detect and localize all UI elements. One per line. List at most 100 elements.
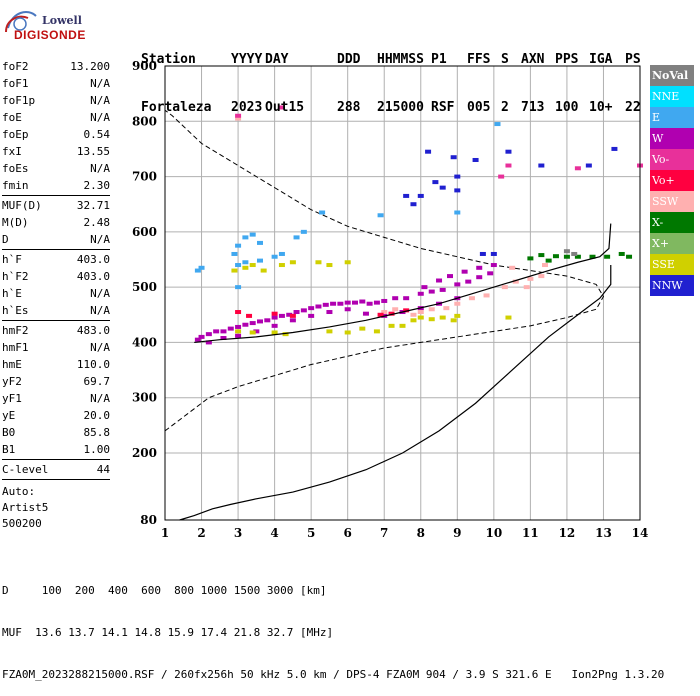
echo-point-w <box>264 318 271 323</box>
echo-point-e <box>454 210 461 215</box>
echo-point-noval <box>563 249 570 254</box>
header-row2-cell: 10+ <box>589 100 613 115</box>
echo-point-w <box>476 265 483 270</box>
echo-point-w <box>487 271 494 276</box>
y-tick-label: 900 <box>132 59 157 73</box>
header-row1-cell: P1 <box>431 52 447 67</box>
echo-point-ssw <box>542 263 548 268</box>
echo-point-w <box>439 287 446 292</box>
echo-point-nnw <box>505 149 512 154</box>
header-row1-cell: YYYY <box>231 52 263 67</box>
echo-point-w <box>253 329 260 334</box>
y-tick-label: 700 <box>132 170 157 184</box>
footer-distance-row: D 100 200 400 600 800 1000 1500 3000 [km… <box>2 584 327 597</box>
param-value: 44 <box>96 463 110 476</box>
echo-point-nnw <box>439 185 446 190</box>
param-value: 403.0 <box>76 253 110 266</box>
logo-line1: Lowell <box>42 14 82 27</box>
echo-point-w <box>271 323 278 328</box>
param-label: foF1p <box>2 94 36 107</box>
y-tick-label: 500 <box>132 280 157 294</box>
header-row1-cell: HHMMSS <box>377 52 424 67</box>
echo-point-ssw <box>235 116 242 121</box>
echo-point-e <box>249 232 256 237</box>
param-row: yF1 N/A <box>2 390 110 407</box>
header-row1-cell: PPS <box>555 52 579 67</box>
echo-point-nnw <box>432 180 439 185</box>
param-row: foF1p N/A <box>2 92 110 109</box>
echo-point-ssw <box>428 307 435 312</box>
echo-point-x- <box>538 253 545 258</box>
header-row2-cell: 22 <box>625 100 641 115</box>
param-row: foEp 0.54 <box>2 126 110 143</box>
echo-point-sse <box>505 315 512 320</box>
echo-point-sse <box>235 329 242 334</box>
header-row1-cell: S <box>501 52 509 67</box>
param-row: fxI 13.55 <box>2 143 110 160</box>
echo-point-ssw <box>501 285 508 290</box>
param-label: hmE <box>2 358 22 371</box>
echo-point-sse <box>450 318 457 323</box>
echo-point-w <box>344 300 351 305</box>
echo-point-w <box>322 302 329 307</box>
param-value: 85.8 <box>83 426 111 439</box>
echo-point-e <box>231 251 238 256</box>
chart-grid <box>164 65 641 521</box>
param-row: hmE 110.0 <box>2 356 110 373</box>
legend-item-x-: X- <box>650 212 694 233</box>
footer-muf-row: MUF 13.6 13.7 14.1 14.8 15.9 17.4 21.8 3… <box>2 626 334 639</box>
echo-point-nnw <box>417 193 424 198</box>
param-separator <box>2 249 110 250</box>
echo-point-w <box>308 306 315 311</box>
echo-point-nnw <box>611 146 618 151</box>
echo-point-ssw <box>468 296 475 301</box>
echo-point-w <box>362 311 369 316</box>
param-value: N/A <box>90 287 110 300</box>
echo-point-x- <box>563 254 570 259</box>
legend-item-nnw: NNW <box>650 275 694 296</box>
echo-point-e <box>235 285 242 290</box>
autoscaling-info: Auto: Artist5 500200 <box>2 484 48 532</box>
echo-point-vo- <box>235 310 242 315</box>
echo-point-w <box>359 299 366 304</box>
x-tick-label: 3 <box>234 526 242 540</box>
param-row: foF1 N/A <box>2 75 110 92</box>
param-row: foF2 13.200 <box>2 58 110 75</box>
legend-item-sse: SSE <box>650 254 694 275</box>
echo-point-w <box>447 274 453 279</box>
echo-point-ssw <box>509 265 516 270</box>
header-row2-cell: 2023 <box>231 100 263 115</box>
echo-point-w <box>381 298 388 303</box>
echo-point-w <box>286 312 293 317</box>
echo-point-x- <box>527 256 534 261</box>
profile-curves <box>179 223 612 521</box>
echo-point-w <box>242 322 249 327</box>
legend-item-e: E <box>650 107 694 128</box>
echo-point-sse <box>315 260 322 265</box>
legend-item-nne: NNE <box>650 86 694 107</box>
param-label: yF2 <box>2 375 22 388</box>
x-tick-label: 11 <box>522 526 539 540</box>
echo-point-w <box>278 313 285 318</box>
echo-point-nnw <box>479 251 486 256</box>
param-label: h`E <box>2 287 22 300</box>
echo-point-e <box>235 263 242 268</box>
legend-item-w: W <box>650 128 694 149</box>
echo-point-w <box>308 313 315 318</box>
param-label: yE <box>2 409 16 422</box>
echo-point-ssw <box>538 274 545 279</box>
param-value: N/A <box>90 392 110 405</box>
echo-point-nnw <box>454 174 461 179</box>
x-tick-label: 2 <box>197 526 205 540</box>
echo-point-e <box>194 268 201 273</box>
echo-point-sse <box>399 323 406 328</box>
param-value: 32.71 <box>76 199 110 212</box>
echo-point-sse <box>271 330 278 335</box>
echo-point-nnw <box>454 188 461 193</box>
param-label: foEp <box>2 128 29 141</box>
x-tick-label: 4 <box>270 526 278 540</box>
x-tick-label: 13 <box>595 526 612 540</box>
param-label: B0 <box>2 426 16 439</box>
echo-point-sse <box>344 330 351 335</box>
echo-point-nnw <box>410 202 417 207</box>
